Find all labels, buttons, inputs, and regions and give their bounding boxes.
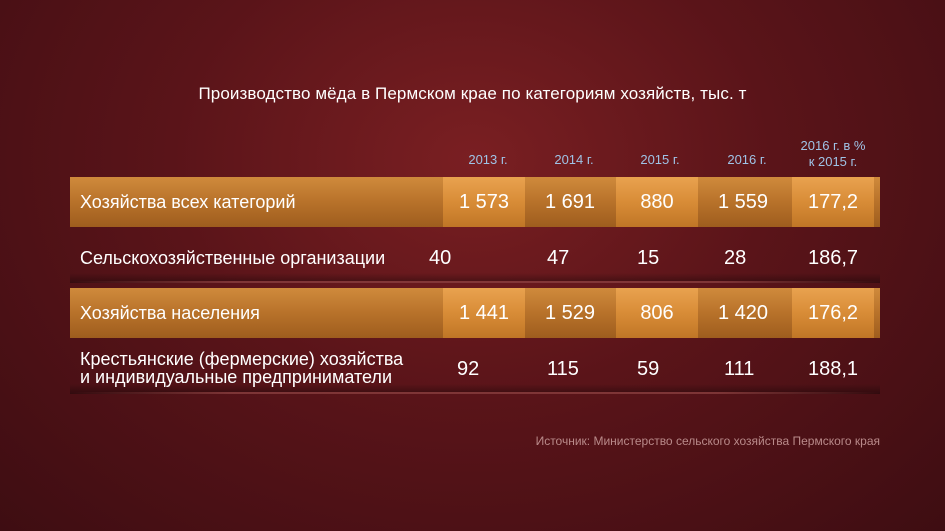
table-cell: 188,1 xyxy=(807,358,859,380)
table-row: Крестьянские (фермерские) хозяйства и ин… xyxy=(70,344,880,394)
table-cell: 1 691 xyxy=(544,191,596,213)
row-label: Крестьянские (фермерские) хозяйства и ин… xyxy=(80,350,403,386)
row-label-line1: Крестьянские (фермерские) хозяйства xyxy=(80,349,404,369)
table-cell: 111 xyxy=(724,358,755,380)
table-cell: 176,2 xyxy=(792,288,874,338)
table-cell: 115 xyxy=(547,358,579,380)
table-cell: 1 559 xyxy=(717,191,769,213)
table-cell: 1 573 xyxy=(443,177,525,227)
table-cell: 177,2 xyxy=(792,177,874,227)
table-cell: 59 xyxy=(637,358,660,380)
table-cell: 15 xyxy=(637,247,660,269)
table-row: Хозяйства всех категорий 1 573 1 691 880… xyxy=(70,177,880,227)
table-row: Сельскохозяйственные организации 40 47 1… xyxy=(70,233,880,283)
column-header-percent-line1: 2016 г. в % xyxy=(800,138,866,153)
column-header-percent: 2016 г. в % к 2015 г. xyxy=(788,138,878,170)
source-note: Источник: Министерство сельского хозяйст… xyxy=(535,434,880,448)
row-label: Сельскохозяйственные организации xyxy=(80,248,386,268)
column-header-2015: 2015 г. xyxy=(640,152,680,167)
row-divider xyxy=(70,392,880,394)
row-label: Хозяйства населения xyxy=(80,303,260,323)
table-cell: 28 xyxy=(724,247,747,269)
column-header-percent-line2: к 2015 г. xyxy=(808,154,858,169)
table-row: Хозяйства населения 1 441 1 529 806 1 42… xyxy=(70,288,880,338)
table-cell: 880 xyxy=(616,177,698,227)
table-cell: 806 xyxy=(616,288,698,338)
column-header-2016: 2016 г. xyxy=(727,152,767,167)
table-cell: 40 xyxy=(429,247,452,269)
table-cell: 1 441 xyxy=(443,288,525,338)
column-header-2014: 2014 г. xyxy=(554,152,594,167)
row-divider xyxy=(70,281,880,283)
column-header-2013: 2013 г. xyxy=(468,152,508,167)
table-cell: 1 529 xyxy=(544,302,596,324)
table-cell: 1 420 xyxy=(717,302,769,324)
table-cell: 92 xyxy=(457,358,480,380)
row-label: Хозяйства всех категорий xyxy=(80,192,296,212)
row-label-line2: и индивидуальные предприниматели xyxy=(80,367,392,387)
chart-title: Производство мёда в Пермском крае по кат… xyxy=(198,84,747,103)
table-cell: 47 xyxy=(547,247,570,269)
table-cell: 186,7 xyxy=(807,247,859,269)
